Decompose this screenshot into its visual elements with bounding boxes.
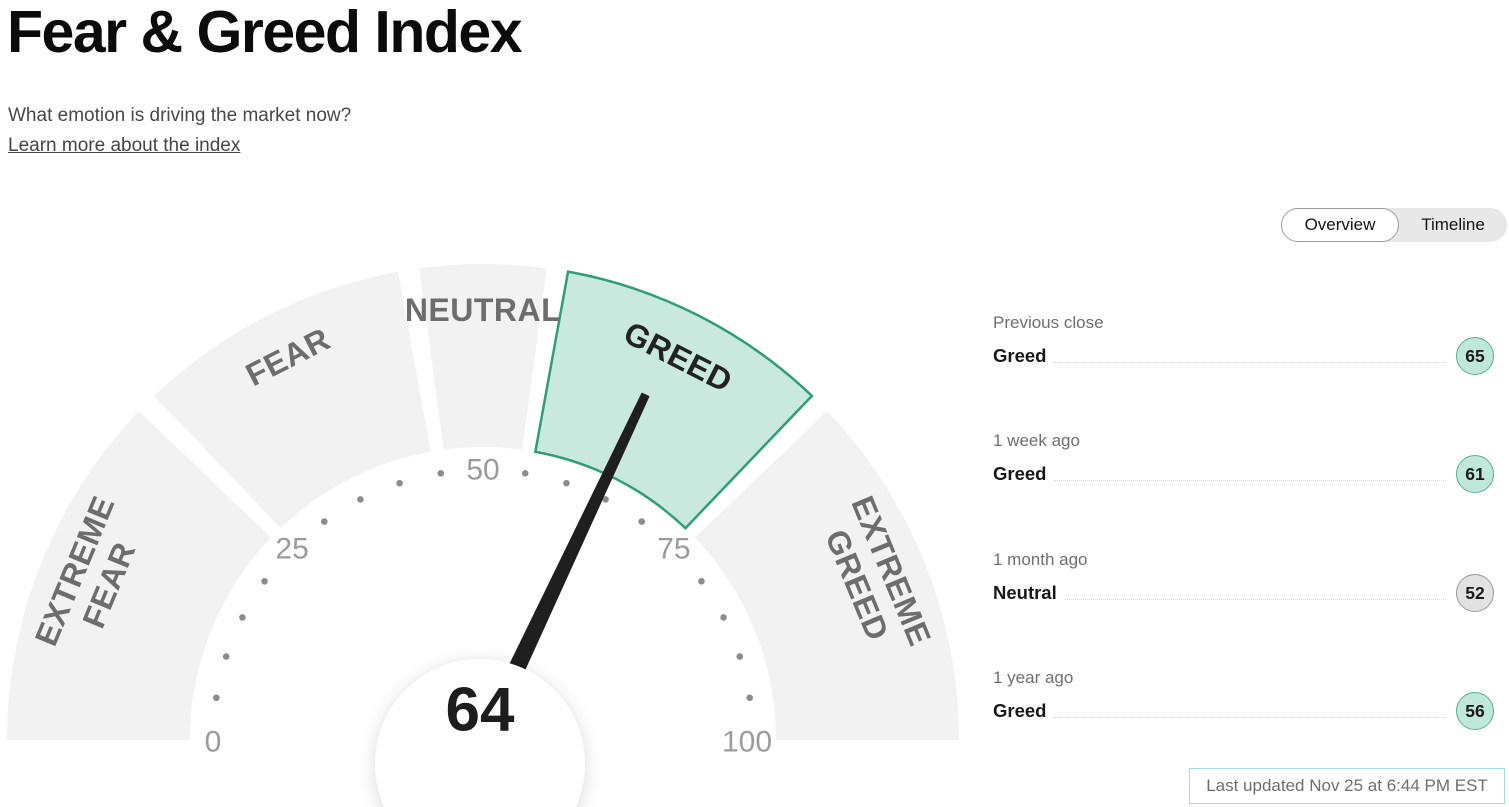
gauge-value: 64 bbox=[446, 676, 515, 745]
gauge-tick-dot bbox=[239, 614, 246, 621]
gauge-hub bbox=[375, 659, 585, 807]
gauge-segment-greed bbox=[533, 270, 814, 530]
fear-greed-gauge: EXTREMEFEARFEARNEUTRALGREEDEXTREMEGREED0… bbox=[7, 264, 959, 807]
gauge-tick-dot bbox=[222, 653, 230, 660]
page-subtitle: What emotion is driving the market now? bbox=[8, 105, 352, 126]
gauge-tick-dot bbox=[521, 470, 529, 477]
score-badge: 52 bbox=[1456, 574, 1494, 612]
gauge-tick-label: 0 bbox=[205, 726, 222, 759]
last-updated-badge: Last updated Nov 25 at 6:44 PM EST bbox=[1189, 768, 1505, 804]
history-row-value: Greed bbox=[993, 463, 1047, 484]
gauge-tick-dot bbox=[638, 518, 646, 525]
gauge-tick-dot bbox=[736, 653, 744, 660]
gauge-tick-dot bbox=[261, 577, 268, 585]
gauge-tick-dot bbox=[357, 496, 364, 503]
gauge-tick-label: 50 bbox=[466, 454, 499, 487]
tab-timeline[interactable]: Timeline bbox=[1421, 215, 1485, 234]
dotted-leader bbox=[1054, 479, 1446, 481]
score-badge: 56 bbox=[1456, 692, 1494, 730]
gauge-tick-dot bbox=[320, 518, 328, 525]
learn-more-link[interactable]: Learn more about the index bbox=[8, 135, 241, 156]
score-badge: 65 bbox=[1456, 337, 1494, 375]
gauge-segment-label: NEUTRAL bbox=[405, 292, 561, 328]
gauge-tick-dot bbox=[563, 479, 570, 487]
tab-overview[interactable]: Overview bbox=[1281, 208, 1399, 242]
gauge-tick-dot bbox=[437, 470, 445, 477]
history-row-label: 1 year ago bbox=[993, 668, 1074, 687]
gauge-segment-neutral bbox=[419, 264, 547, 450]
gauge-tick-label: 25 bbox=[275, 533, 308, 566]
history-row-value: Greed bbox=[993, 345, 1047, 366]
score-badge: 61 bbox=[1456, 455, 1494, 493]
history-row-label: 1 month ago bbox=[993, 550, 1088, 569]
gauge-tick-dot bbox=[213, 694, 220, 702]
page-title: Fear & Greed Index bbox=[7, 0, 523, 65]
history-row-label: Previous close bbox=[993, 313, 1104, 332]
history-row: 1 week ago Greed 61 bbox=[993, 430, 1494, 494]
gauge-tick-dot bbox=[698, 577, 705, 585]
gauge-tick-label: 100 bbox=[722, 726, 772, 759]
history-row-label: 1 week ago bbox=[993, 431, 1080, 450]
gauge-tick-dot bbox=[720, 614, 727, 621]
gauge-tick-dot bbox=[746, 694, 753, 702]
gauge-segment-fear bbox=[154, 271, 431, 529]
view-toggle: Overview Timeline bbox=[1281, 208, 1507, 242]
history-row: 1 year ago Greed 56 bbox=[993, 667, 1494, 731]
dotted-leader bbox=[1054, 716, 1446, 718]
gauge-tick-dot bbox=[396, 479, 403, 487]
dotted-leader bbox=[1054, 361, 1446, 363]
history-row: Previous close Greed 65 bbox=[993, 312, 1494, 376]
gauge-tick-dot bbox=[602, 496, 609, 503]
gauge-tick-label: 75 bbox=[657, 533, 690, 566]
history-row-value: Neutral bbox=[993, 582, 1057, 603]
dotted-leader bbox=[1064, 598, 1446, 600]
history-row-value: Greed bbox=[993, 700, 1047, 721]
gauge-segment-extreme-fear bbox=[7, 411, 272, 740]
history-row: 1 month ago Neutral 52 bbox=[993, 549, 1494, 613]
gauge-segment-extreme-greed bbox=[694, 411, 959, 740]
